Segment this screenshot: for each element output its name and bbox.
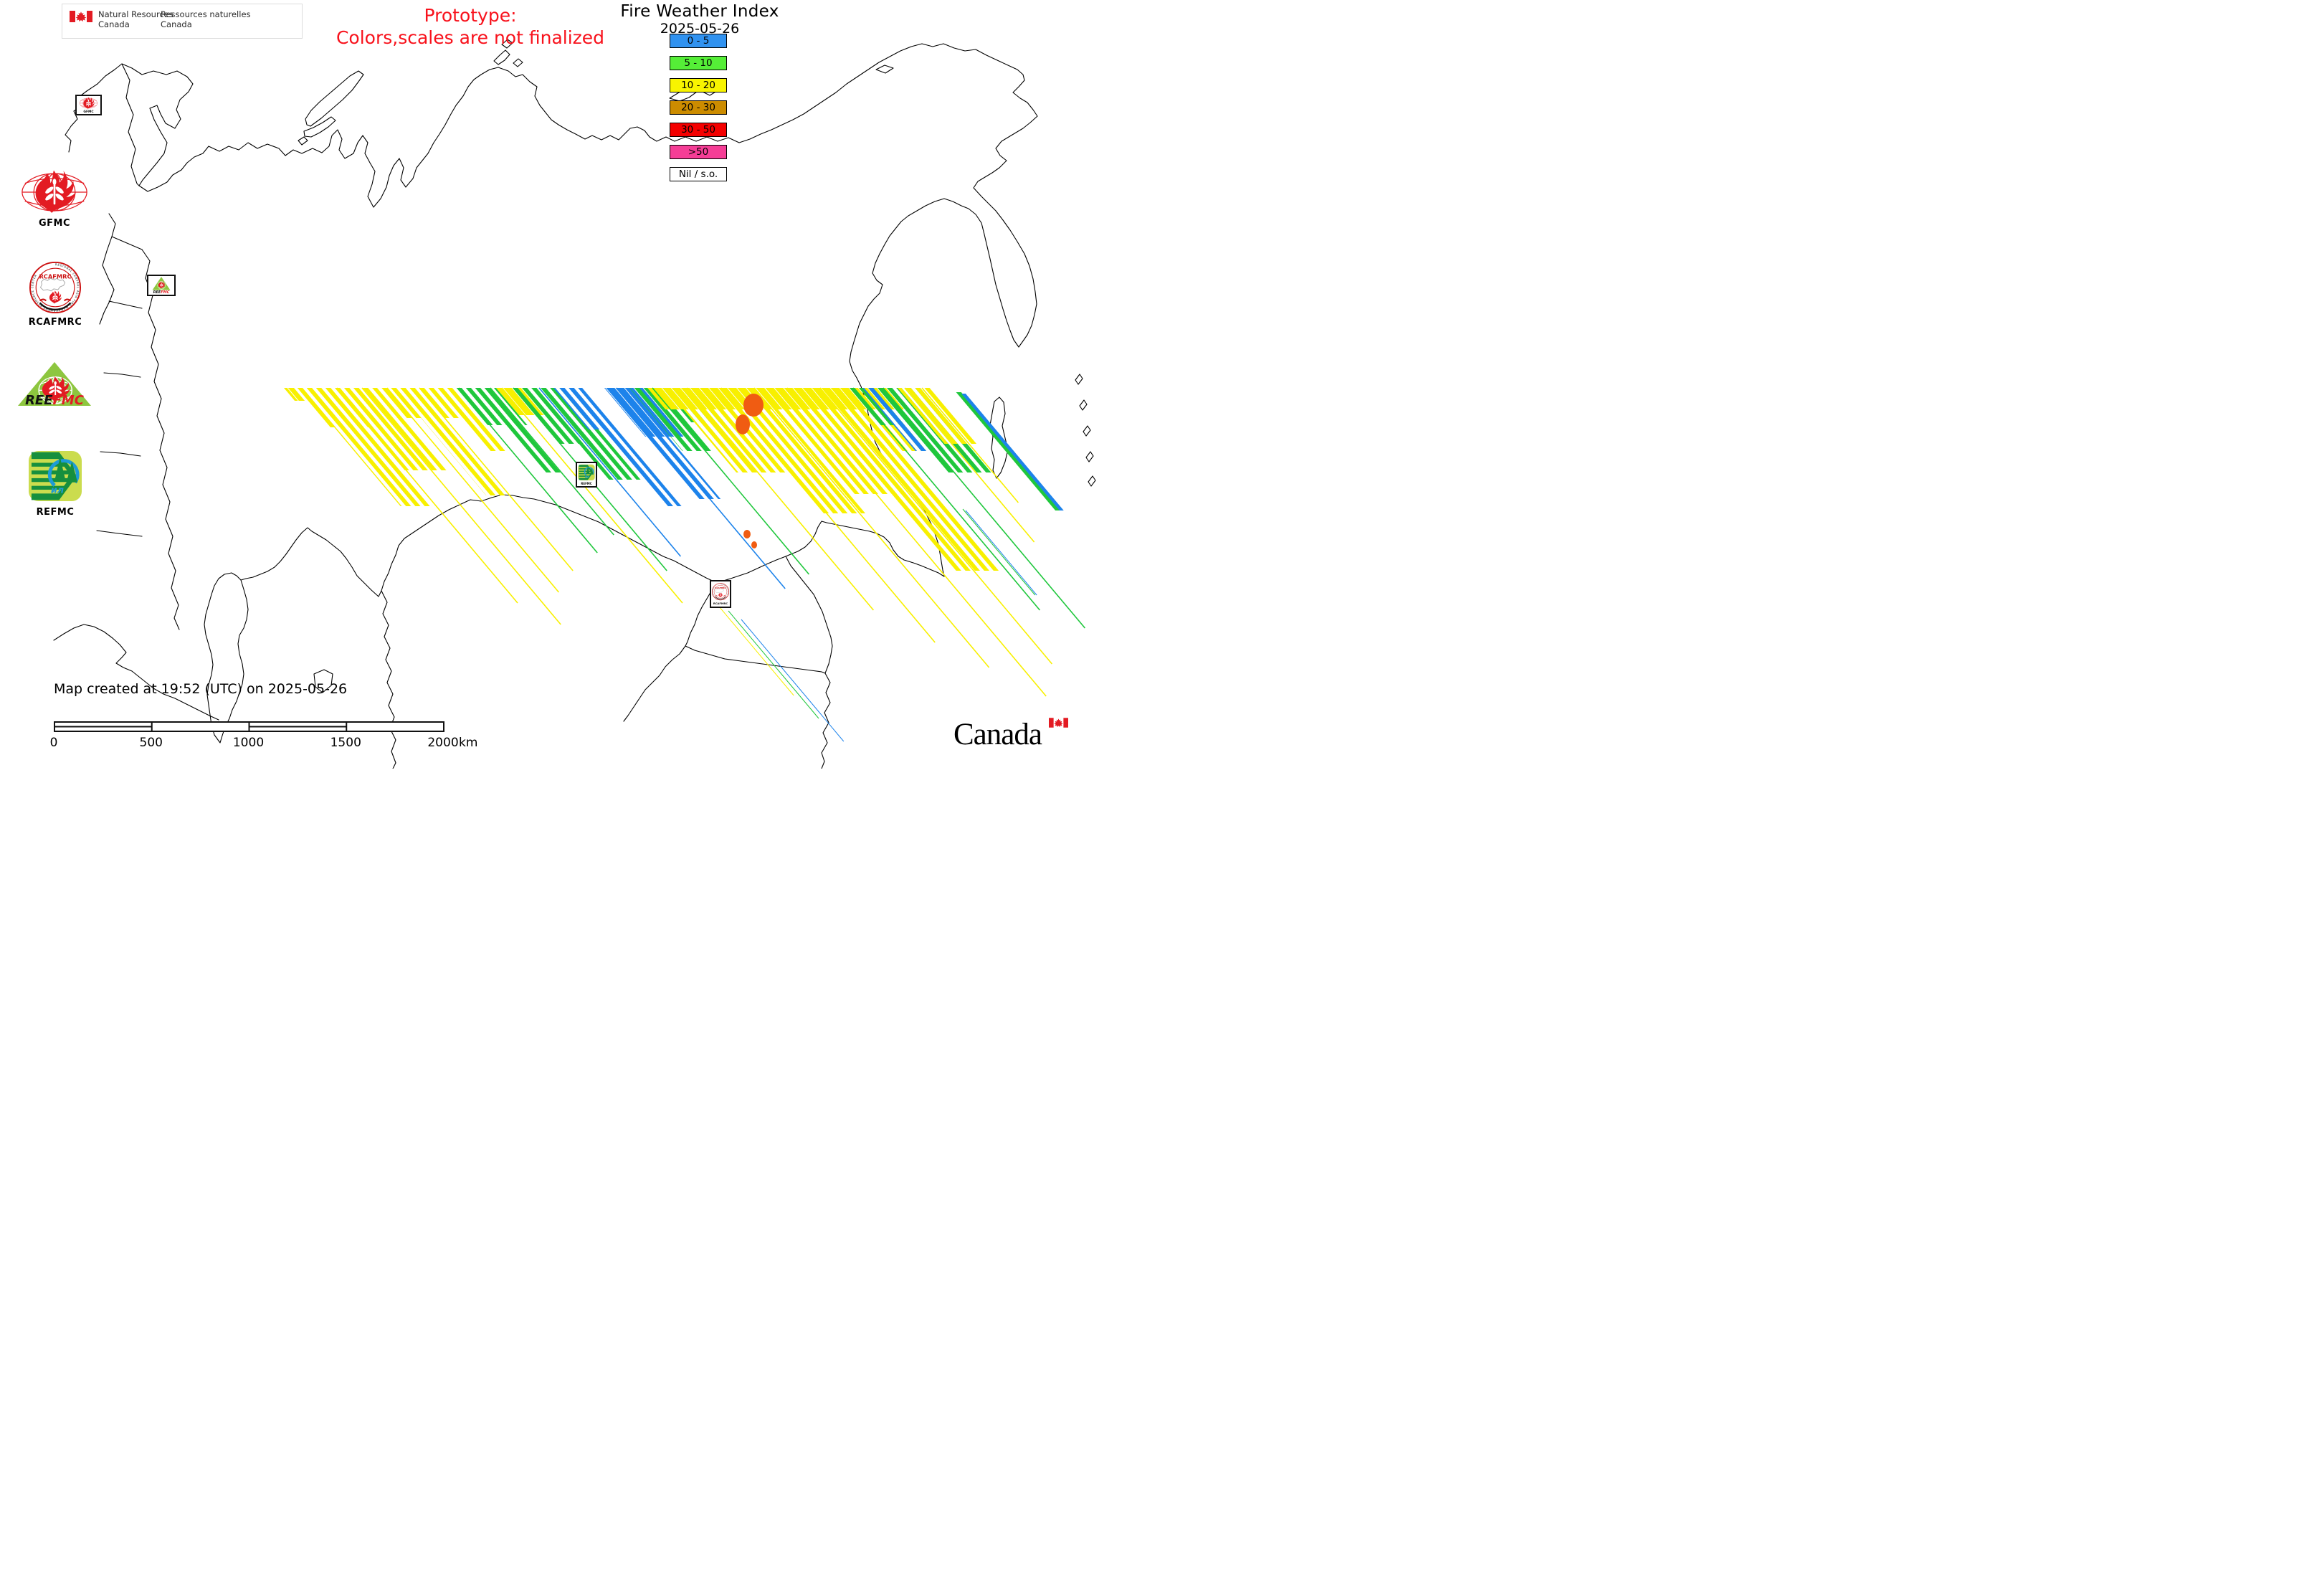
rcafmrc-marker-icon: RCAFMRC xyxy=(711,581,730,605)
border-ukraine xyxy=(96,530,143,537)
scale-tick-1500: 1500 xyxy=(330,736,361,750)
rcafmrc-label: RCAFMRC xyxy=(28,317,82,328)
nrcan-en-line1: Natural Resources xyxy=(98,9,173,19)
scale-tick-500: 500 xyxy=(139,736,163,750)
reefmc-marker-icon: REEFMC xyxy=(148,276,174,295)
scale-tick-0: 0 xyxy=(49,736,58,750)
border-west xyxy=(141,249,180,630)
border-mongolia xyxy=(685,556,833,674)
prototype-line2: Colors,scales are not finalized xyxy=(336,27,605,48)
border-centralasia xyxy=(381,590,396,769)
border-baltics-2 xyxy=(103,372,141,378)
nrcan-wordmark-en: Natural Resources Canada xyxy=(98,9,173,29)
prototype-warning: Prototype: Colors,scales are not finaliz… xyxy=(287,4,654,49)
logo-reefmc: REEFMC xyxy=(18,362,91,412)
gfmc-label: GFMC xyxy=(38,218,71,229)
canada-wordmark-text: Canada xyxy=(953,718,1042,751)
nrcan-wordmark-fr: Ressources naturelles Canada xyxy=(161,9,251,29)
novaya-zemlya xyxy=(298,70,364,146)
legend-item-4: 30 - 50 xyxy=(670,123,727,137)
nrcan-en-line2: Canada xyxy=(98,19,130,29)
map-marker-refmc: REFMC xyxy=(576,462,597,488)
legend-item-6: Nil / s.o. xyxy=(670,167,727,181)
border-kazakhstan xyxy=(240,494,718,597)
legend-item-3: 20 - 30 xyxy=(670,100,727,115)
severnaya-zemlya xyxy=(493,39,523,67)
legend-date: 2025-05-26 xyxy=(660,21,740,37)
canada-flag-icon xyxy=(70,11,92,22)
reefmc-wordmark-black: REE xyxy=(25,393,53,408)
wrangel-island xyxy=(875,65,894,74)
legend-item-5: >50 xyxy=(670,145,727,159)
gfmc-marker-icon: GFMC xyxy=(77,96,100,114)
caucasus-line xyxy=(153,688,219,721)
border-belarus xyxy=(100,451,141,457)
svg-text:REEFMC: REEFMC xyxy=(153,290,170,295)
refmc-logo-icon xyxy=(27,450,83,503)
border-finland xyxy=(121,63,140,186)
refmc-label: REFMC xyxy=(36,507,75,518)
caspian-sea xyxy=(204,572,249,744)
fwi-data-overlay xyxy=(284,387,1086,742)
baltic-sea xyxy=(99,213,116,325)
black-sea xyxy=(53,624,154,689)
nrcan-fr-line2: Canada xyxy=(161,19,192,29)
map-marker-gfmc: GFMC xyxy=(75,95,102,115)
coastline-layer xyxy=(53,39,1096,769)
logo-rcafmrc: RCAFMRC xyxy=(29,261,82,328)
rcafmrc-logo-icon xyxy=(29,261,82,314)
fwi-legend: 0 - 5 5 - 10 10 - 20 20 - 30 30 - 50 >50 Nil /… xyxy=(670,34,727,189)
logo-gfmc: GFMC xyxy=(20,171,89,235)
canada-wordmark: Canada xyxy=(953,717,1068,756)
map-marker-reefmc: REEFMC xyxy=(147,275,176,296)
kuril-islands xyxy=(1075,374,1096,487)
legend-item-2: 10 - 20 xyxy=(670,78,727,92)
border-fareast xyxy=(785,521,945,577)
map-marker-rcafmrc: RCAFMRC xyxy=(710,580,731,608)
map-canvas: REGIONAL CENTRAL ASIA FIRE MANAGEMENT RE… xyxy=(0,0,1108,769)
canada-wordmark-flag-icon xyxy=(1049,718,1068,728)
reefmc-wordmark: REEFMC xyxy=(18,393,91,408)
gfmc-marker-label: GFMC xyxy=(83,110,93,114)
refmc-marker-icon: REFMC xyxy=(577,463,596,485)
gulf-of-finland xyxy=(111,236,143,250)
rcafmrc-marker-label: RCAFMRC xyxy=(713,602,728,605)
refmc-marker-label: REFMC xyxy=(581,482,592,485)
reefmc-wordmark-red: FMC xyxy=(52,393,84,408)
logo-refmc: REFMC xyxy=(27,450,83,518)
scale-bar xyxy=(54,721,444,732)
border-china-west xyxy=(623,645,686,722)
legend-title: Fire Weather Index xyxy=(620,2,779,21)
nrcan-logo-block: Natural Resources Canada Ressources natu… xyxy=(62,4,303,39)
reefmc-marker-label-red: FMC xyxy=(161,290,169,295)
reefmc-marker-label-black: REE xyxy=(153,290,161,295)
legend-item-0: 0 - 5 xyxy=(670,34,727,48)
map-created-text: Map created at 19:52 (UTC) on 2025-05-26 xyxy=(54,681,348,697)
coast-north xyxy=(65,43,1038,577)
scale-tick-1000: 1000 xyxy=(232,736,265,750)
basemap-svg xyxy=(53,39,1096,769)
legend-item-1: 5 - 10 xyxy=(670,56,727,70)
prototype-line1: Prototype: xyxy=(424,5,517,26)
scale-unit: km xyxy=(459,736,478,750)
nrcan-fr-line1: Ressources naturelles xyxy=(161,9,251,19)
aral-sea xyxy=(313,669,333,693)
border-baltics-1 xyxy=(108,300,143,309)
border-china-east xyxy=(821,673,831,769)
gfmc-logo-icon xyxy=(20,171,89,215)
scale-tick-2000: 2000 xyxy=(427,736,459,750)
